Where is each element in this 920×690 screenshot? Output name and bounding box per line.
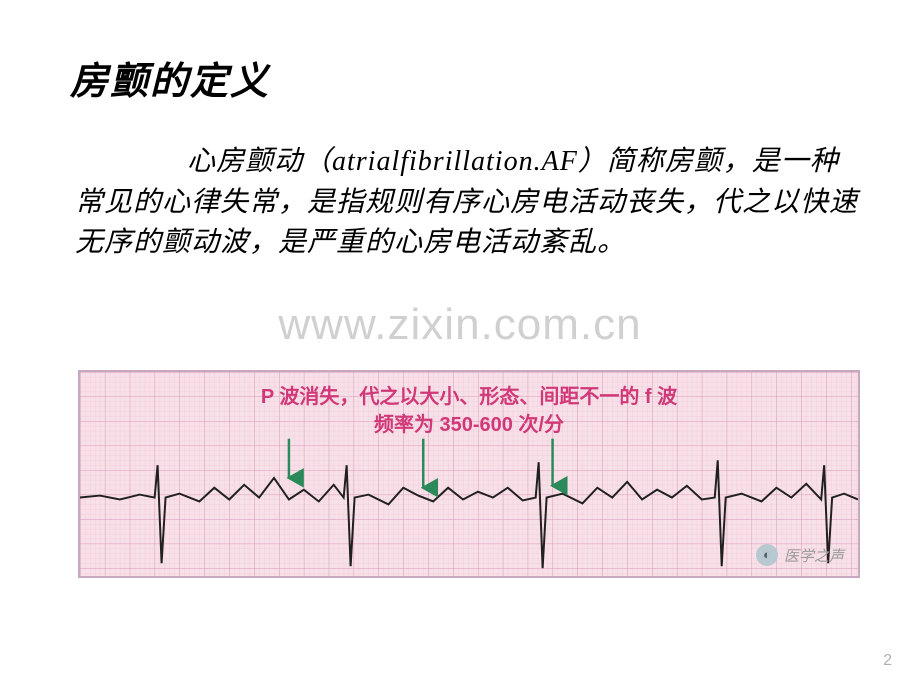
ecg-arrows <box>80 372 858 576</box>
slide-title: 房颤的定义 <box>70 50 270 105</box>
wechat-icon: ◐ <box>756 544 778 566</box>
source-badge: ◐ 医学之声 <box>756 544 844 566</box>
definition-paragraph: 心房颤动（atrialfibrillation.AF）简称房颤，是一种常见的心律… <box>75 142 860 264</box>
ecg-figure: P 波消失，代之以大小、形态、间距不一的 f 波 频率为 350-600 次/分… <box>78 370 860 578</box>
source-label: 医学之声 <box>784 545 844 566</box>
page-number: 2 <box>883 652 892 670</box>
watermark-text: www.zixin.com.cn <box>278 300 641 350</box>
